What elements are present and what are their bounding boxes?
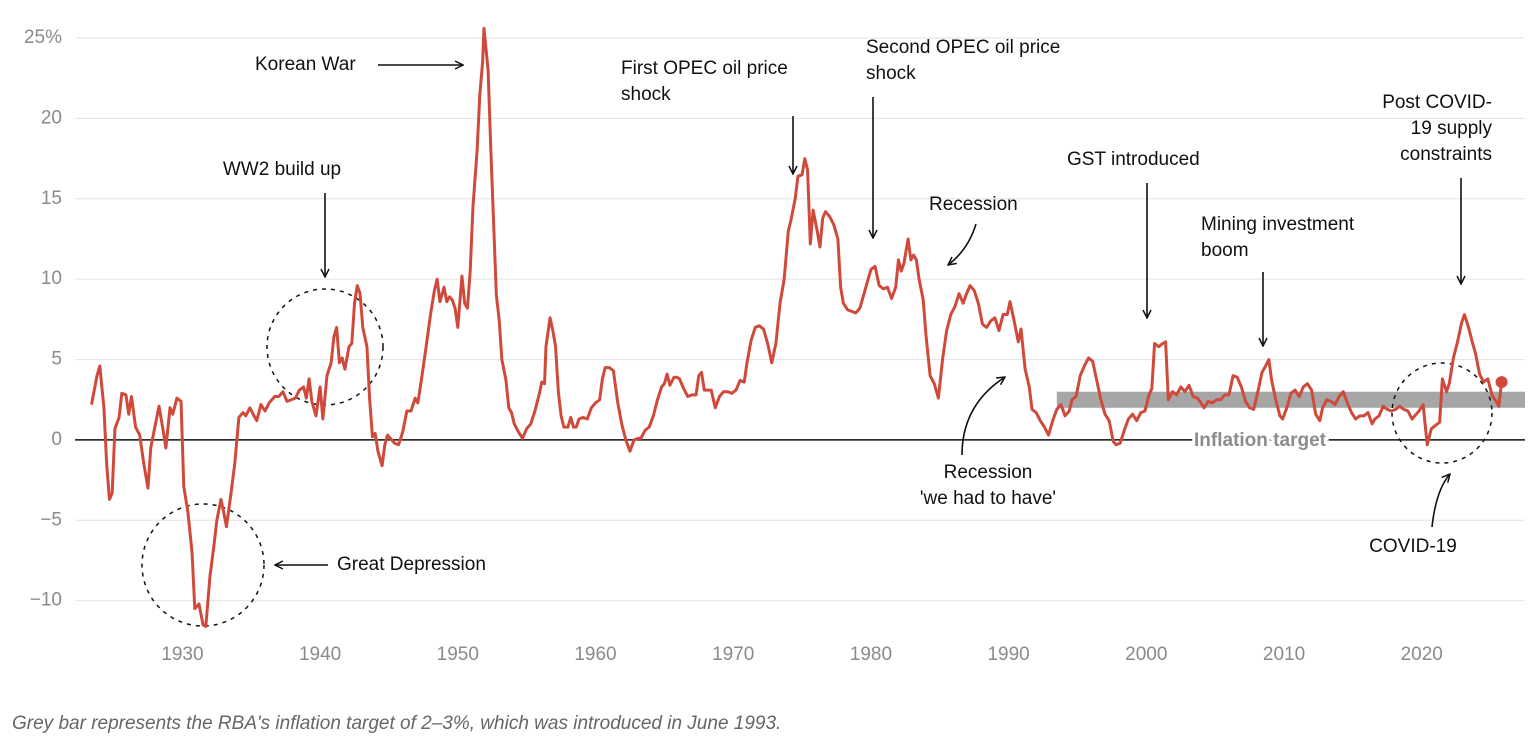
zero-layer: Inflation target xyxy=(75,427,1525,454)
annotation-text: 'we had to have' xyxy=(920,488,1056,509)
annotations: Korean War WW2 build up Great Depression Fi… xyxy=(223,37,1493,575)
annotation-text: First OPEC oil price xyxy=(621,58,788,79)
x-tick-label: 1960 xyxy=(574,644,616,665)
annotation-text: Post COVID- xyxy=(1382,92,1492,113)
grid: −10 −5 0 5 10 15 20 25% 1930 1940 1950 1960 1970 1980… xyxy=(24,27,1525,665)
y-tick-label: 20 xyxy=(41,107,62,128)
y-tick-label: 5 xyxy=(51,349,62,370)
caption: Grey bar represents the RBA's inflation … xyxy=(12,713,781,734)
annotation-text: GST introduced xyxy=(1067,149,1200,170)
annotation-text: COVID-19 xyxy=(1369,536,1457,557)
highlight-rings xyxy=(141,288,1493,627)
y-tick-label: 15 xyxy=(41,188,62,209)
x-tick-label: 2020 xyxy=(1401,644,1443,665)
highlight-ring xyxy=(1391,362,1493,464)
annotation-text: Recession xyxy=(944,462,1033,483)
annotation-arrow xyxy=(948,223,977,265)
y-tick-label: 25% xyxy=(24,27,62,48)
target-band xyxy=(1056,391,1525,408)
annotation-text: Great Depression xyxy=(337,554,486,575)
x-tick-label: 1930 xyxy=(161,644,203,665)
y-tick-label: −10 xyxy=(30,590,62,611)
annotation-text: shock xyxy=(621,84,671,105)
annotation-text: 19 supply xyxy=(1411,118,1493,139)
highlight-ring xyxy=(141,503,265,627)
x-tick-label: 2010 xyxy=(1263,644,1305,665)
x-tick-label: 1950 xyxy=(437,644,479,665)
y-tick-label: 10 xyxy=(41,268,62,289)
inflation-line xyxy=(90,26,1504,628)
annotation-arrow xyxy=(961,377,1005,456)
x-tick-label: 1990 xyxy=(987,644,1029,665)
annotation-text: boom xyxy=(1201,240,1249,261)
annotation-text: Second OPEC oil price xyxy=(866,37,1060,58)
annotation-text: WW2 build up xyxy=(223,159,341,180)
annotation-text: shock xyxy=(866,63,916,84)
x-tick-label: 1980 xyxy=(850,644,892,665)
y-tick-label: 0 xyxy=(51,429,62,450)
annotation-text: constraints xyxy=(1400,144,1492,165)
annotation-text: Recession xyxy=(929,194,1018,215)
plot xyxy=(90,26,1508,628)
x-tick-label: 2000 xyxy=(1125,644,1167,665)
latest-point xyxy=(1495,376,1508,389)
band-layer xyxy=(1056,391,1525,408)
annotation-text: Mining investment xyxy=(1201,214,1355,235)
x-tick-label: 1970 xyxy=(712,644,754,665)
x-tick-label: 1940 xyxy=(299,644,341,665)
target-label: Inflation target xyxy=(1194,430,1327,451)
annotation-text: Korean War xyxy=(255,54,356,75)
y-tick-label: −5 xyxy=(40,509,62,530)
annotation-arrow xyxy=(1431,474,1450,528)
